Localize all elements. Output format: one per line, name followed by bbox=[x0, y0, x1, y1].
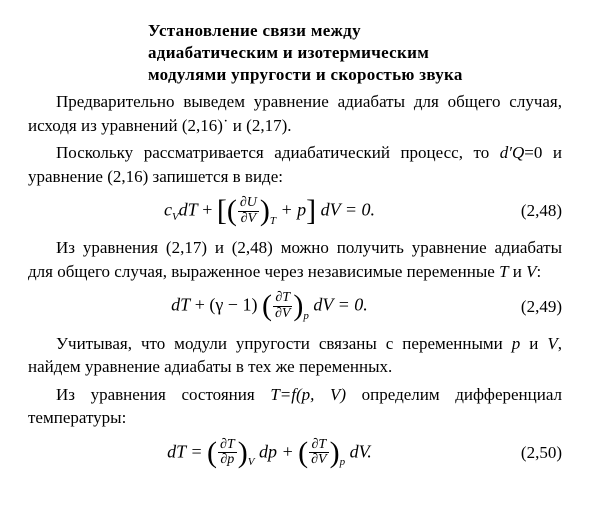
heading-line-2: адиабатическим и изотермическим bbox=[148, 43, 429, 62]
op: + (γ − 1) bbox=[190, 295, 262, 315]
paragraph-3: Из уравнения (2,17) и (2,48) можно получ… bbox=[28, 236, 562, 283]
equation-number: (2,50) bbox=[511, 443, 562, 463]
sym: dT bbox=[179, 199, 198, 219]
denominator: ∂p bbox=[218, 453, 237, 468]
heading-line-1: Установление связи между bbox=[148, 21, 361, 40]
text: Из уравнения состояния bbox=[56, 385, 270, 404]
section-heading: Установление связи между адиабатическим … bbox=[148, 20, 562, 86]
sym: dT bbox=[171, 295, 190, 315]
equation-number: (2,49) bbox=[511, 297, 562, 317]
paragraph-5: Из уравнения состояния T=f(p, V) определ… bbox=[28, 383, 562, 430]
math-inline: V bbox=[526, 262, 536, 281]
math-inline: T=f(p, V) bbox=[270, 385, 346, 404]
sub: T bbox=[270, 215, 276, 227]
denominator: ∂V bbox=[238, 212, 259, 227]
paren: ) bbox=[330, 436, 340, 469]
sym: dT = bbox=[167, 441, 207, 461]
paren: ( bbox=[207, 436, 217, 469]
sym: c bbox=[164, 199, 172, 219]
bracket: ] bbox=[306, 194, 316, 227]
paren: ) bbox=[238, 436, 248, 469]
math-inline: V bbox=[547, 334, 557, 353]
equation-2-50: dT = (∂T∂p)V dp + (∂T∂V)p dV. (2,50) bbox=[28, 438, 562, 468]
fraction: ∂U∂V bbox=[238, 196, 259, 226]
fraction: ∂T∂V bbox=[309, 438, 328, 468]
equation-2-49: dT + (γ − 1) (∂T∂V)p dV = 0. (2,49) bbox=[28, 291, 562, 321]
paragraph-1: Предварительно выведем уравнение ади­аба… bbox=[28, 90, 562, 137]
text: и bbox=[509, 262, 527, 281]
bracket: [ bbox=[217, 194, 227, 227]
numerator: ∂T bbox=[218, 438, 237, 454]
fraction: ∂T∂V bbox=[273, 291, 292, 321]
math-inline: p bbox=[512, 334, 521, 353]
numerator: ∂T bbox=[309, 438, 328, 454]
sub: p bbox=[303, 310, 309, 322]
fraction: ∂T∂p bbox=[218, 438, 237, 468]
paragraph-4: Учитывая, что модули упругости связаны с… bbox=[28, 332, 562, 379]
math-inline: T bbox=[499, 262, 508, 281]
numerator: ∂T bbox=[273, 291, 292, 307]
paren: ) bbox=[260, 194, 270, 227]
denominator: ∂V bbox=[309, 453, 328, 468]
denominator: ∂V bbox=[273, 307, 292, 322]
equation-body: dT + (γ − 1) (∂T∂V)p dV = 0. bbox=[28, 291, 511, 321]
text: и bbox=[520, 334, 547, 353]
paren: ) bbox=[293, 290, 303, 323]
paren: ( bbox=[262, 290, 272, 323]
equation-body: dT = (∂T∂p)V dp + (∂T∂V)p dV. bbox=[28, 438, 511, 468]
paren: ( bbox=[227, 194, 237, 227]
op: + bbox=[198, 199, 217, 219]
text: : bbox=[537, 262, 542, 281]
heading-line-3: модулями упругости и скоростью звука bbox=[148, 65, 463, 84]
sub: V bbox=[172, 211, 179, 223]
sub: V bbox=[248, 456, 255, 468]
paragraph-2: Поскольку рассматривается адиабатический… bbox=[28, 141, 562, 188]
sym: dV = 0. bbox=[316, 199, 375, 219]
sym: + p bbox=[276, 199, 306, 219]
equation-2-48: cVdT + [(∂U∂V)T + p] dV = 0. (2,48) bbox=[28, 196, 562, 226]
sym: dV. bbox=[345, 441, 372, 461]
sym: dV = 0. bbox=[309, 295, 368, 315]
equation-body: cVdT + [(∂U∂V)T + p] dV = 0. bbox=[28, 196, 511, 226]
numerator: ∂U bbox=[238, 196, 259, 212]
equation-number: (2,48) bbox=[511, 201, 562, 221]
text: Поскольку рассматривается адиабатический… bbox=[56, 143, 500, 162]
sub: p bbox=[340, 456, 346, 468]
math-inline: d′Q bbox=[500, 143, 525, 162]
text: Из уравнения (2,17) и (2,48) можно получ… bbox=[28, 238, 562, 280]
sym: dp + bbox=[254, 441, 298, 461]
paren: ( bbox=[298, 436, 308, 469]
text: Учитывая, что модули упругости связаны с… bbox=[56, 334, 512, 353]
